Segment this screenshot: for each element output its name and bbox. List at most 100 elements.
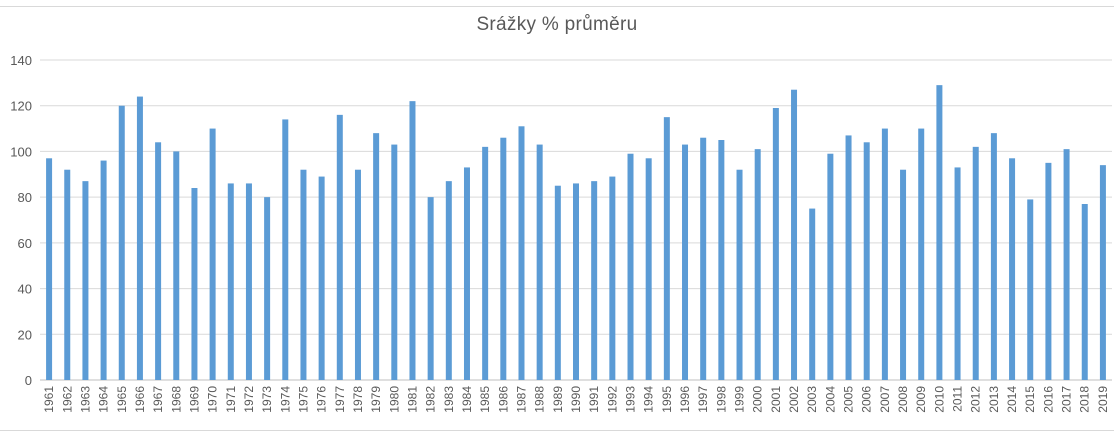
bar — [881, 128, 888, 380]
x-tick-label: 2009 — [914, 386, 928, 413]
x-tick-label: 1973 — [260, 386, 274, 413]
x-tick-label: 1981 — [405, 386, 419, 413]
x-tick-label: 2004 — [823, 386, 837, 413]
bar — [663, 117, 670, 381]
x-tick-label: 2003 — [805, 386, 819, 413]
bar — [155, 142, 162, 380]
y-tick-label: 100 — [10, 144, 32, 159]
bar — [227, 183, 234, 380]
bar — [736, 169, 743, 380]
x-tick-label: 2015 — [1023, 386, 1037, 413]
bar — [82, 181, 89, 380]
window-bottom-edge — [0, 430, 1114, 436]
bar — [791, 89, 798, 380]
x-tick-label: 1964 — [97, 386, 111, 413]
bar — [573, 183, 579, 380]
x-tick-label: 1995 — [660, 386, 674, 413]
bar — [809, 208, 816, 380]
bar — [700, 137, 707, 380]
bar — [173, 151, 180, 380]
bar — [609, 176, 616, 380]
y-tick-label: 0 — [25, 373, 32, 388]
bar — [264, 197, 271, 380]
bar — [845, 135, 852, 380]
x-tick-label: 1961 — [42, 386, 56, 413]
x-tick-label: 2005 — [842, 386, 856, 413]
x-tick-label: 2011 — [951, 386, 965, 412]
x-tick-label: 1970 — [206, 386, 220, 413]
x-tick-label: 2010 — [932, 386, 946, 413]
x-tick-label: 2006 — [860, 386, 874, 413]
x-tick-label: 1983 — [442, 386, 456, 413]
bar — [754, 149, 761, 380]
bar — [772, 108, 779, 380]
bar — [373, 133, 380, 380]
x-tick-label: 1978 — [351, 386, 365, 413]
y-tick-label: 80 — [18, 190, 32, 205]
bar — [318, 176, 325, 380]
x-tick-label: 1968 — [169, 386, 183, 413]
bar — [463, 167, 470, 380]
bar — [245, 183, 252, 380]
bar — [118, 105, 125, 380]
y-tick-label: 20 — [18, 327, 32, 342]
bar — [918, 128, 925, 380]
x-tick-label: 1962 — [60, 386, 74, 413]
bar — [136, 96, 143, 381]
bar — [191, 188, 198, 380]
x-tick-label: 1986 — [496, 386, 510, 413]
x-tick-label: 2018 — [1078, 386, 1092, 413]
x-tick-label: 2019 — [1096, 386, 1110, 413]
bar — [554, 185, 561, 380]
x-tick-label: 1971 — [224, 386, 238, 413]
x-tick-label: 2008 — [896, 386, 910, 413]
bar — [827, 153, 834, 380]
bar — [46, 158, 53, 380]
bar — [900, 169, 907, 380]
bar — [336, 114, 343, 380]
bar — [409, 101, 416, 381]
bar — [1027, 199, 1034, 380]
x-tick-label: 2017 — [1060, 386, 1074, 413]
x-tick-label: 2000 — [751, 386, 765, 413]
bar — [427, 197, 434, 380]
chart-title: Srážky % průměru — [476, 14, 638, 35]
x-tick-label: 1999 — [733, 386, 747, 413]
x-tick-label: 1985 — [478, 386, 492, 413]
bar — [1063, 149, 1070, 380]
x-tick-label: 1989 — [551, 386, 565, 413]
x-tick-label: 1991 — [587, 386, 601, 413]
x-tick-label: 1994 — [642, 386, 656, 413]
bar — [990, 133, 997, 380]
x-tick-label: 1972 — [242, 386, 256, 413]
x-tick-label: 1979 — [369, 386, 383, 413]
x-tick-label: 1987 — [514, 386, 528, 413]
y-tick-label: 40 — [18, 282, 32, 297]
x-tick-label: 1975 — [296, 386, 310, 413]
x-tick-label: 1988 — [533, 386, 547, 413]
x-tick-label: 1990 — [569, 386, 583, 413]
bar — [64, 169, 71, 380]
bar — [863, 142, 870, 380]
bar — [518, 126, 525, 381]
bar — [300, 169, 307, 380]
bar — [682, 144, 689, 380]
bar — [972, 146, 979, 380]
x-tick-label: 2001 — [769, 386, 783, 413]
x-tick-label: 1992 — [605, 386, 619, 413]
x-tick-label: 1980 — [387, 386, 401, 413]
x-tick-label: 1976 — [315, 386, 329, 413]
x-tick-label: 2002 — [787, 386, 801, 413]
window-top-edge — [0, 0, 1114, 7]
x-tick-label: 1998 — [714, 386, 728, 413]
bar — [500, 137, 507, 380]
x-tick-label: 1974 — [278, 386, 292, 413]
y-tick-label: 120 — [10, 99, 32, 114]
bar — [354, 169, 361, 380]
bar — [1009, 158, 1016, 380]
bar — [100, 160, 107, 380]
x-tick-label: 1982 — [424, 386, 438, 413]
bar — [591, 181, 598, 380]
bar — [445, 181, 452, 380]
